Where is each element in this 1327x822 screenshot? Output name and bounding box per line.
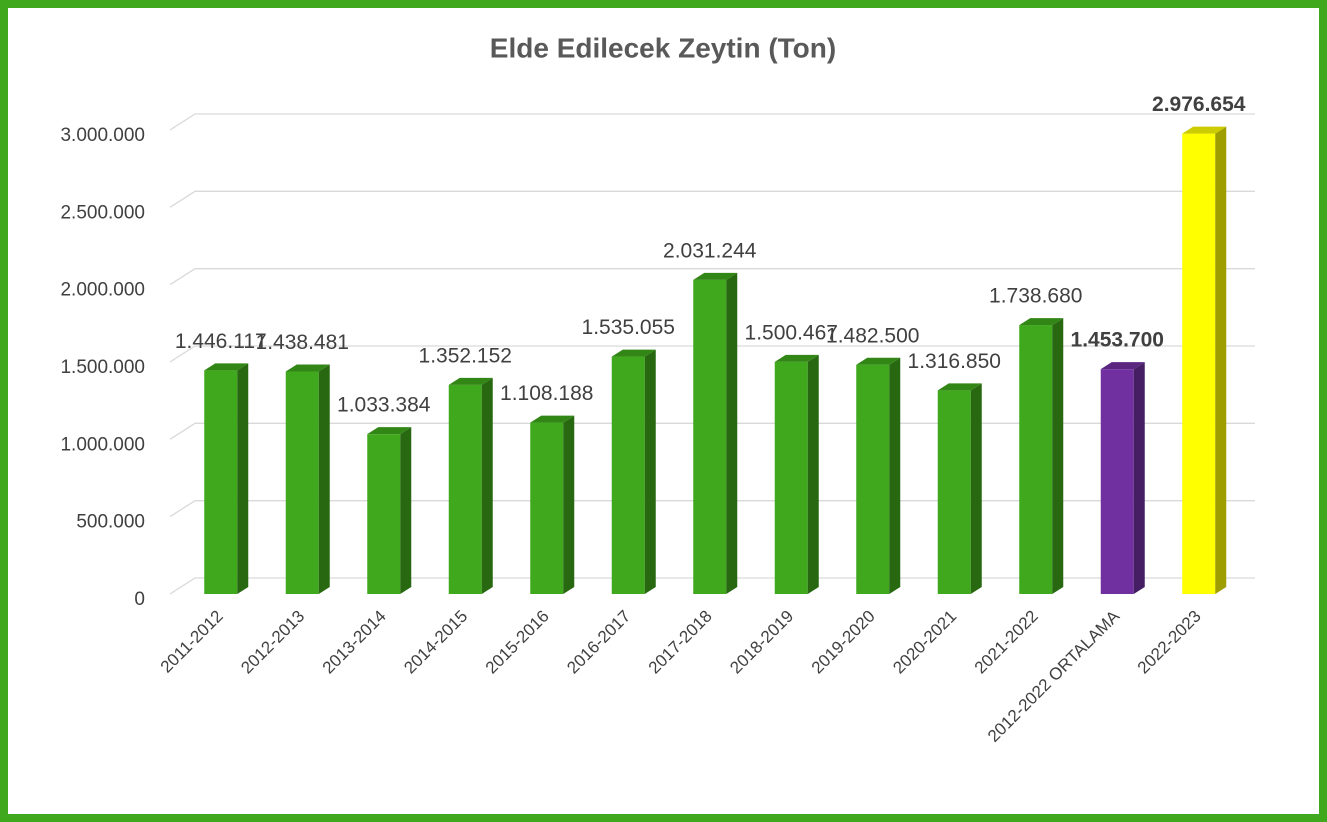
bar-side	[318, 364, 330, 594]
grid-line	[169, 500, 1255, 518]
y-tick-label: 1.500.000	[60, 357, 145, 378]
bar	[530, 415, 575, 594]
grid-line	[169, 190, 1255, 208]
bar-top	[774, 354, 819, 362]
bar	[448, 377, 493, 594]
bar-side	[481, 377, 493, 594]
bar-side	[889, 357, 901, 594]
data-label: 2.031.244	[663, 239, 757, 262]
bar-top	[693, 272, 738, 280]
bar-front	[367, 434, 401, 594]
bar-front	[693, 279, 727, 594]
bar	[204, 363, 249, 594]
y-tick-label: 2.500.000	[60, 202, 145, 223]
y-tick-label: 2.000.000	[60, 280, 145, 301]
data-label: 1.482.500	[826, 324, 919, 347]
bar-top	[611, 349, 656, 357]
bar-top	[937, 383, 982, 391]
bar-side	[1133, 362, 1145, 594]
data-label: 1.500.467	[745, 321, 838, 344]
data-label: 1.738.680	[989, 285, 1082, 308]
y-tick-label: 1.000.000	[60, 434, 145, 455]
bar-side	[237, 363, 249, 594]
bar-front	[285, 371, 319, 594]
data-label: 1.352.152	[419, 344, 512, 367]
data-label: 1.535.055	[582, 316, 675, 339]
bar-top	[448, 377, 493, 385]
bar-top	[285, 364, 330, 372]
bar	[774, 354, 819, 594]
bar-top	[1100, 362, 1145, 370]
y-tick-label: 3.000.000	[60, 125, 145, 146]
bar-side	[970, 383, 982, 594]
bar-side	[400, 427, 412, 594]
bar-top	[1019, 318, 1064, 326]
data-label: 1.446.117	[175, 330, 267, 353]
bar-top	[530, 415, 575, 423]
bar-top	[856, 357, 901, 365]
bar-top	[367, 427, 412, 435]
bar-side	[726, 272, 738, 594]
bar	[611, 349, 656, 594]
y-tick-label: 500.000	[76, 512, 145, 533]
data-label: 1.033.384	[337, 394, 431, 417]
bar-front	[611, 356, 645, 594]
bar	[367, 427, 412, 594]
bar-front	[937, 390, 971, 594]
bar	[285, 364, 330, 594]
bar	[1019, 318, 1064, 594]
data-label: 2.976.654	[1152, 93, 1246, 116]
grid-line	[169, 113, 1255, 131]
bar	[1100, 362, 1145, 594]
grid-line	[169, 422, 1255, 440]
data-label: 1.453.700	[1071, 329, 1164, 352]
bar-front	[856, 364, 890, 594]
bar-side	[1052, 318, 1064, 594]
bar-front	[774, 361, 808, 594]
bar-top	[1182, 126, 1227, 134]
chart-title: Elde Edilecek Zeytin (Ton)	[490, 32, 836, 63]
bar-side	[1215, 126, 1227, 595]
bar-front	[1019, 325, 1053, 594]
bar	[1182, 126, 1227, 595]
bar	[693, 272, 738, 594]
bar	[856, 357, 901, 594]
data-label: 1.438.481	[256, 331, 349, 354]
bar-front	[530, 422, 564, 594]
grid-line	[169, 577, 1255, 595]
bar-side	[644, 349, 656, 594]
data-label: 1.108.188	[500, 382, 593, 405]
bar-side	[563, 415, 575, 594]
bar-front	[1100, 369, 1134, 594]
bar-top	[204, 363, 249, 371]
grid-line	[169, 268, 1255, 286]
bar	[937, 383, 982, 594]
data-label: 1.316.850	[908, 350, 1001, 373]
grid-line	[169, 345, 1255, 363]
y-tick-label: 0	[134, 589, 145, 610]
bar-front	[1182, 133, 1216, 595]
bar-front	[448, 384, 482, 594]
bar-front	[204, 370, 238, 594]
bar-side	[807, 354, 819, 594]
